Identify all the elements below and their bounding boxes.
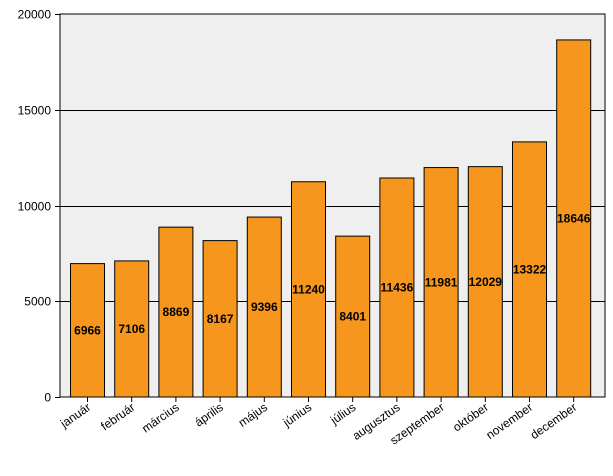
data-label: 8167 [207, 312, 234, 326]
x-tick-label: március [139, 400, 181, 436]
x-tick-label: július [327, 400, 358, 428]
y-tick-label: 15000 [18, 104, 52, 118]
bar-október [467, 166, 503, 398]
data-labels: 6966 7106 8869 8167 9396 11240 8401 11436 11981 1… [74, 211, 591, 337]
data-label: 11981 [425, 275, 458, 289]
bar-május [246, 216, 282, 398]
data-label: 11240 [292, 282, 325, 296]
x-tick-label: május [236, 400, 270, 430]
bar-április [202, 240, 238, 398]
y-tick-label: 10000 [18, 200, 52, 214]
x-tick-label: február [98, 400, 137, 433]
bar-november [512, 141, 547, 398]
y-tick-label: 5000 [24, 295, 51, 309]
bar-február [114, 260, 150, 398]
y-axis: 0 5000 10000 15000 20000 [18, 8, 60, 405]
data-label: 13322 [513, 262, 547, 276]
data-label: 8869 [163, 305, 190, 319]
bar-szeptember [423, 167, 459, 398]
x-tick-label: január [57, 400, 93, 431]
x-axis: január február március április május június jú… [57, 397, 579, 447]
data-label: 12029 [469, 275, 503, 289]
y-tick-label: 0 [44, 391, 51, 405]
data-label: 8401 [339, 310, 366, 324]
x-tick-label: december [528, 400, 580, 442]
data-label: 7106 [118, 322, 145, 336]
data-label: 9396 [251, 300, 278, 314]
data-label: 6966 [74, 323, 101, 337]
x-tick-label: április [192, 400, 226, 429]
bars [70, 39, 592, 398]
y-tick-label: 20000 [18, 8, 52, 22]
bar-július [335, 235, 371, 398]
data-label: 18646 [557, 211, 591, 225]
data-label: 11436 [381, 281, 414, 295]
bar-június [291, 181, 326, 398]
x-tick-label: június [280, 400, 315, 430]
bar-március [158, 226, 194, 398]
x-tick-label: november [483, 400, 535, 442]
